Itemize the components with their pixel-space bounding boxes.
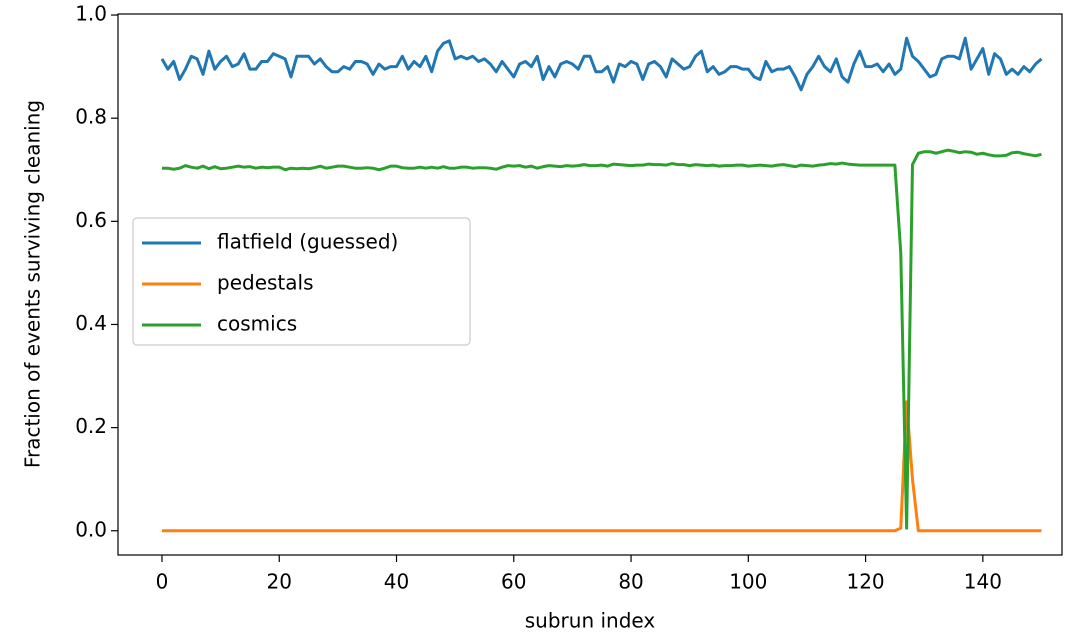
series-line xyxy=(160,36,1043,92)
x-tick-label: 140 xyxy=(964,570,1002,594)
y-tick-label: 0.8 xyxy=(75,105,107,129)
y-tick-label: 0.0 xyxy=(75,517,107,541)
y-axis-label: Fraction of events surviving cleaning xyxy=(21,100,45,468)
plot-frame xyxy=(117,13,1063,556)
y-tick-label: 0.4 xyxy=(75,311,107,335)
x-tick-label: 100 xyxy=(729,570,767,594)
legend-box xyxy=(132,217,471,346)
y-tick-label: 0.6 xyxy=(75,208,107,232)
y-tick-label: 1.0 xyxy=(75,2,107,26)
x-tick-label: 120 xyxy=(846,570,884,594)
y-tick-label: 0.2 xyxy=(75,414,107,438)
x-tick-label: 20 xyxy=(267,570,292,594)
series-line xyxy=(161,400,1042,533)
legend-label: cosmics xyxy=(217,312,297,336)
x-axis-label: subrun index xyxy=(525,609,656,633)
x-tick-label: 60 xyxy=(501,570,526,594)
legend-label: flatfield (guessed) xyxy=(217,230,398,254)
x-tick-label: 0 xyxy=(156,570,169,594)
x-tick-label: 80 xyxy=(618,570,643,594)
legend-label: pedestals xyxy=(217,271,314,295)
series-line xyxy=(161,148,1042,530)
x-tick-label: 40 xyxy=(384,570,409,594)
